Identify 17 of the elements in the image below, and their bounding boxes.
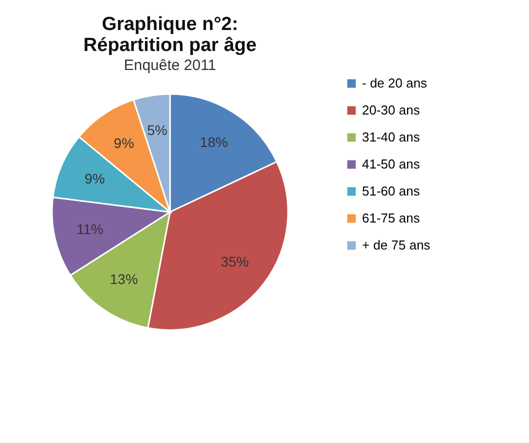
legend-label: 20-30 ans	[362, 102, 420, 118]
data-label: 5%	[147, 122, 168, 138]
legend-label: 51-60 ans	[362, 184, 420, 198]
data-label: 9%	[84, 170, 105, 186]
data-label: 18%	[200, 134, 228, 150]
data-label: 13%	[110, 270, 138, 287]
chart-subtitle: Enquête 2011	[124, 57, 216, 74]
data-label: 35%	[220, 253, 249, 270]
legend-label: 61-75 ans	[362, 210, 420, 226]
legend-label: 41-50 ans	[362, 156, 420, 172]
data-label: 9%	[114, 135, 134, 152]
data-label: 11%	[76, 220, 104, 237]
legend-label: - de 20 ans	[362, 76, 428, 90]
legend-label: + de 75 ans	[362, 238, 431, 252]
text: Graphique n°2:	[102, 14, 238, 35]
legend-label: 31-40 ans	[362, 130, 420, 144]
text: Répartition par âge	[83, 35, 257, 56]
